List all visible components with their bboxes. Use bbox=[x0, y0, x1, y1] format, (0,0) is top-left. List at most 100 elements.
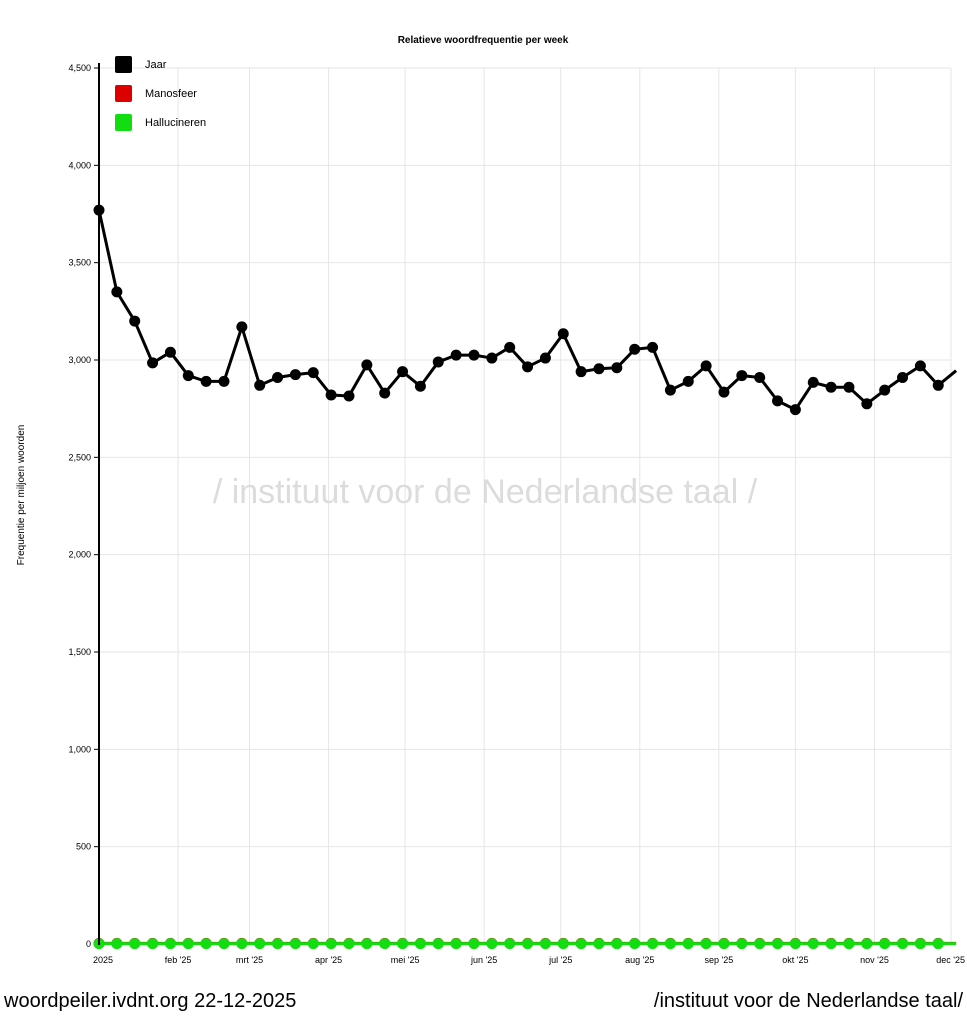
x-tick-label: jun '25 bbox=[470, 955, 497, 965]
y-tick-label: 1,500 bbox=[68, 647, 91, 657]
data-point bbox=[486, 352, 498, 364]
x-tick-label: 2025 bbox=[93, 955, 113, 965]
data-point bbox=[272, 938, 284, 950]
data-point bbox=[664, 938, 676, 950]
data-point bbox=[432, 356, 444, 368]
chart-title: Relatieve woordfrequentie per week bbox=[398, 35, 569, 46]
data-point bbox=[754, 372, 766, 384]
data-point bbox=[414, 938, 426, 950]
footer-source: woordpeiler.ivdnt.org 22-12-2025 bbox=[4, 990, 297, 1012]
data-point bbox=[325, 389, 337, 401]
line-chart: Relatieve woordfrequentie per week Frequ… bbox=[16, 35, 965, 965]
data-point bbox=[629, 343, 641, 355]
data-point bbox=[575, 938, 587, 950]
footer-institute: /instituut voor de Nederlandse taal/ bbox=[653, 990, 963, 1012]
data-point bbox=[700, 938, 712, 950]
data-point bbox=[361, 359, 373, 371]
data-point bbox=[236, 321, 248, 333]
y-tick-label: 3,500 bbox=[68, 258, 91, 268]
data-point bbox=[736, 938, 748, 950]
data-point bbox=[539, 352, 551, 364]
data-point bbox=[254, 938, 266, 950]
data-point bbox=[468, 938, 480, 950]
legend-swatch bbox=[115, 85, 132, 102]
y-tick-label: 2,000 bbox=[68, 550, 91, 560]
series-hallucineren bbox=[93, 938, 957, 950]
data-point bbox=[557, 938, 569, 950]
data-point bbox=[129, 938, 141, 950]
data-point bbox=[807, 938, 819, 950]
data-point bbox=[111, 286, 123, 298]
data-point bbox=[307, 367, 319, 379]
x-tick-label: mei '25 bbox=[391, 955, 420, 965]
data-point bbox=[664, 384, 676, 396]
data-point bbox=[861, 398, 873, 410]
data-point bbox=[807, 376, 819, 388]
data-point bbox=[343, 390, 355, 402]
data-point bbox=[825, 938, 837, 950]
data-point bbox=[539, 938, 551, 950]
data-point bbox=[432, 938, 444, 950]
data-point bbox=[397, 366, 409, 378]
y-tick-label: 4,500 bbox=[68, 63, 91, 73]
data-point bbox=[861, 938, 873, 950]
data-point bbox=[182, 938, 194, 950]
data-point bbox=[522, 938, 534, 950]
series-jaar bbox=[93, 204, 958, 416]
data-point bbox=[504, 341, 516, 353]
series-layer bbox=[93, 204, 958, 950]
data-point bbox=[289, 938, 301, 950]
legend-entry: Jaar bbox=[145, 59, 167, 71]
data-point bbox=[218, 375, 230, 387]
data-point bbox=[647, 938, 659, 950]
data-point bbox=[414, 380, 426, 392]
data-point bbox=[825, 381, 837, 393]
data-point bbox=[700, 360, 712, 372]
data-point bbox=[736, 370, 748, 382]
data-point bbox=[111, 938, 123, 950]
legend-swatch bbox=[115, 56, 132, 73]
data-point bbox=[593, 938, 605, 950]
data-point bbox=[647, 341, 659, 353]
data-point bbox=[611, 362, 623, 374]
data-point bbox=[879, 384, 891, 396]
data-point bbox=[914, 360, 926, 372]
x-tick-label: aug '25 bbox=[625, 955, 654, 965]
data-point bbox=[218, 938, 230, 950]
legend-entry: Manosfeer bbox=[145, 88, 197, 100]
data-point bbox=[682, 375, 694, 387]
data-point bbox=[932, 938, 944, 950]
data-point bbox=[289, 369, 301, 381]
y-tick-label: 0 bbox=[86, 939, 91, 949]
data-point bbox=[914, 938, 926, 950]
data-point bbox=[522, 361, 534, 373]
watermark: / instituut voor de Nederlandse taal / bbox=[213, 473, 758, 511]
data-point bbox=[182, 370, 194, 382]
data-point bbox=[897, 938, 909, 950]
data-point bbox=[682, 938, 694, 950]
x-tick-label: feb '25 bbox=[165, 955, 192, 965]
data-point bbox=[272, 372, 284, 384]
data-point bbox=[789, 938, 801, 950]
data-point bbox=[397, 938, 409, 950]
data-point bbox=[843, 381, 855, 393]
data-point bbox=[200, 938, 212, 950]
y-tick-label: 1,000 bbox=[68, 744, 91, 754]
data-point bbox=[254, 379, 266, 391]
x-tick-label: mrt '25 bbox=[236, 955, 263, 965]
legend-entry: Hallucineren bbox=[145, 117, 206, 129]
x-tick-label: sep '25 bbox=[704, 955, 733, 965]
data-point bbox=[379, 938, 391, 950]
data-point bbox=[468, 349, 480, 361]
data-point bbox=[164, 346, 176, 358]
data-point bbox=[236, 938, 248, 950]
data-point bbox=[325, 938, 337, 950]
data-point bbox=[575, 366, 587, 378]
data-point bbox=[629, 938, 641, 950]
data-point bbox=[147, 938, 159, 950]
data-point bbox=[129, 315, 141, 327]
data-point bbox=[307, 938, 319, 950]
legend-swatch bbox=[115, 114, 132, 131]
data-point bbox=[361, 938, 373, 950]
y-tick-label: 3,000 bbox=[68, 355, 91, 365]
